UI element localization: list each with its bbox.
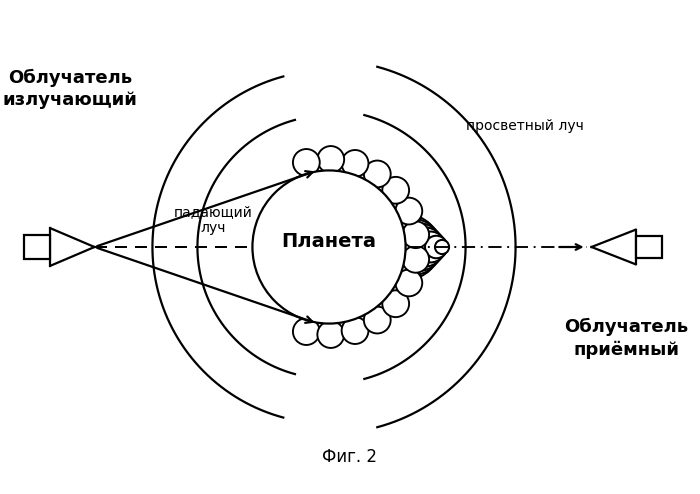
- Text: падающий
луч: падающий луч: [174, 205, 253, 235]
- Text: Облучатель
приёмный: Облучатель приёмный: [564, 318, 689, 359]
- Circle shape: [382, 290, 409, 317]
- Circle shape: [293, 318, 320, 345]
- Bar: [636, 236, 662, 258]
- Circle shape: [395, 270, 422, 296]
- Circle shape: [317, 146, 344, 173]
- Text: Облучатель
излучающий: Облучатель излучающий: [3, 69, 137, 109]
- Circle shape: [415, 232, 446, 262]
- Circle shape: [395, 223, 443, 271]
- Circle shape: [342, 150, 368, 177]
- Circle shape: [402, 221, 429, 248]
- Circle shape: [435, 240, 449, 254]
- Circle shape: [375, 215, 440, 279]
- Bar: [24, 235, 50, 259]
- Circle shape: [402, 246, 429, 273]
- Circle shape: [395, 198, 422, 224]
- Circle shape: [385, 219, 441, 275]
- Circle shape: [253, 170, 405, 324]
- Circle shape: [382, 177, 409, 204]
- Circle shape: [342, 317, 368, 344]
- Circle shape: [364, 307, 391, 333]
- Circle shape: [317, 321, 344, 348]
- Text: Планета: Планета: [281, 233, 377, 251]
- Circle shape: [293, 149, 320, 176]
- Text: просветный луч: просветный луч: [466, 119, 583, 133]
- Circle shape: [364, 161, 391, 187]
- Circle shape: [405, 227, 444, 267]
- Text: Фиг. 2: Фиг. 2: [323, 448, 377, 466]
- Circle shape: [425, 236, 447, 258]
